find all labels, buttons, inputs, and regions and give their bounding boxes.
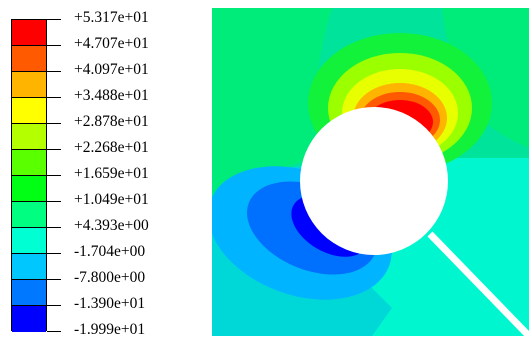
hole-circle bbox=[300, 107, 448, 255]
contour-band-upper-left bbox=[212, 8, 332, 208]
contour-plot bbox=[212, 8, 529, 336]
legend-swatch bbox=[12, 254, 46, 280]
crack-line bbox=[427, 231, 529, 336]
legend-tick-mark bbox=[47, 331, 61, 332]
legend-tick-label: -7.800e+00 bbox=[74, 269, 146, 286]
legend-tick-mark bbox=[47, 253, 61, 254]
legend-tick-mark bbox=[47, 175, 61, 176]
legend-swatch bbox=[12, 202, 46, 228]
legend-tick-mark bbox=[47, 97, 61, 98]
legend-tick-mark bbox=[47, 19, 61, 20]
legend-swatch bbox=[12, 176, 46, 202]
legend-swatch bbox=[12, 46, 46, 72]
color-legend: +5.317e+01 +4.707e+01 +4.097e+01 +3.488e+01… bbox=[0, 0, 200, 338]
legend-tick-label: -1.390e+01 bbox=[74, 295, 146, 312]
legend-tick-label: -1.999e+01 bbox=[74, 321, 146, 338]
legend-swatch bbox=[12, 228, 46, 254]
legend-swatch bbox=[12, 280, 46, 306]
legend-swatch bbox=[12, 20, 46, 46]
legend-tick-label: +4.097e+01 bbox=[74, 61, 149, 78]
legend-tick-mark bbox=[47, 227, 61, 228]
legend-tick-label: +2.268e+01 bbox=[74, 139, 149, 156]
legend-tick-mark bbox=[47, 201, 61, 202]
legend-tick-label: +1.049e+01 bbox=[74, 191, 149, 208]
legend-tick-label: +3.488e+01 bbox=[74, 87, 149, 104]
legend-tick-label: +2.878e+01 bbox=[74, 113, 149, 130]
legend-tick-label: +1.659e+01 bbox=[74, 165, 149, 182]
legend-tick-mark bbox=[47, 45, 61, 46]
legend-tick-label: -1.704e+00 bbox=[74, 243, 146, 260]
legend-tick-mark bbox=[47, 123, 61, 124]
legend-tick-label: +4.707e+01 bbox=[74, 35, 149, 52]
legend-tick-label: +5.317e+01 bbox=[74, 9, 149, 26]
legend-tick-mark bbox=[47, 149, 61, 150]
legend-swatch bbox=[12, 72, 46, 98]
legend-tick-label: +4.393e+00 bbox=[74, 217, 149, 234]
legend-swatch bbox=[12, 150, 46, 176]
legend-swatch bbox=[12, 306, 46, 332]
legend-tick-mark bbox=[47, 71, 61, 72]
legend-swatch bbox=[12, 98, 46, 124]
legend-swatch bbox=[12, 124, 46, 150]
legend-tick-mark bbox=[47, 279, 61, 280]
legend-color-bar bbox=[11, 19, 47, 332]
legend-tick-mark bbox=[47, 305, 61, 306]
